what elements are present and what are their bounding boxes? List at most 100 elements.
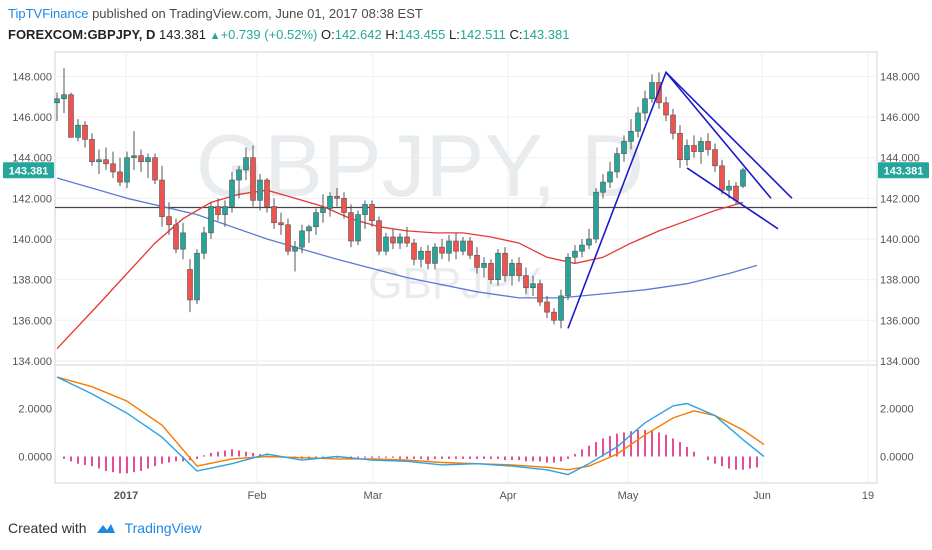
candle-body [229, 179, 235, 207]
symbol-label[interactable]: FOREXCOM:GBPJPY, D [8, 27, 156, 42]
last-price-badge-label: 143.381 [9, 165, 49, 177]
candle [481, 257, 487, 278]
candle [691, 135, 697, 158]
candle-body [628, 130, 634, 142]
candle-body [306, 226, 312, 232]
x-axis[interactable]: 2017 Feb Mar Apr May Jun 19 [114, 490, 874, 502]
candle-body [516, 263, 522, 276]
publisher-name[interactable]: TipTVFinance [8, 6, 89, 21]
candle [166, 202, 172, 235]
open-label: O: [320, 27, 335, 42]
y-tick-label-left: 148.000 [12, 71, 52, 83]
y-tick-label-right: 148.000 [880, 71, 920, 83]
candle [551, 308, 557, 325]
y-tick-label-left: 142.000 [12, 193, 52, 205]
macd-pane[interactable] [54, 364, 878, 484]
high-label: H: [385, 27, 399, 42]
candle [341, 192, 347, 219]
candle [222, 200, 228, 227]
y-tick-label-left: 146.000 [12, 112, 52, 124]
candle-body [677, 132, 683, 161]
candle-body [593, 191, 599, 240]
candle-body [614, 153, 620, 173]
candle-body [488, 263, 494, 280]
candle [138, 149, 144, 172]
candle [348, 204, 354, 248]
candle-body [502, 252, 508, 276]
candle [320, 194, 326, 223]
candle [474, 247, 480, 274]
candle-body [334, 196, 340, 199]
candle-body [425, 250, 431, 264]
y-tick-label-right: 134.000 [880, 356, 920, 368]
candle [82, 121, 88, 148]
candle [173, 218, 179, 254]
trend-line [665, 71, 793, 199]
candle-body [621, 141, 627, 154]
candle-body [579, 244, 585, 252]
x-tick-label: Jun [753, 490, 771, 502]
candle-body [586, 238, 592, 246]
candle-body [82, 124, 88, 140]
candle-body [96, 159, 102, 163]
candle [719, 159, 725, 195]
y-tick-label-left: 140.000 [12, 234, 52, 246]
candle-body [138, 155, 144, 163]
trend-lines[interactable] [567, 70, 793, 329]
candle [663, 96, 669, 122]
candle-body [383, 236, 389, 252]
x-tick-label: May [618, 490, 639, 502]
candle [460, 236, 466, 256]
candle-body [124, 157, 130, 183]
candle [495, 249, 501, 286]
y-tick-label-right: 142.000 [880, 193, 920, 205]
y-axis[interactable]: 134.000 134.000 136.000 136.000 138.000 138.0… [12, 71, 920, 463]
candle-body [558, 295, 564, 321]
candle [299, 224, 305, 254]
candle [488, 259, 494, 284]
tradingview-brand[interactable]: TradingView [124, 520, 202, 536]
candle [537, 279, 543, 307]
candle [635, 106, 641, 138]
candle-body [481, 263, 487, 268]
x-tick-label: Apr [499, 490, 516, 502]
candle-body [68, 94, 74, 138]
candle-body [250, 157, 256, 201]
candle [124, 151, 130, 189]
candle-body [411, 242, 417, 260]
candle-body [530, 283, 536, 289]
candle-body [61, 94, 67, 100]
price-pane[interactable] [54, 51, 878, 366]
candle [593, 188, 599, 244]
candle [117, 157, 123, 187]
candle [607, 161, 613, 189]
candle [194, 249, 200, 305]
y-tick-label-left: 144.000 [12, 153, 52, 165]
candle [250, 145, 256, 207]
watermark-main: GBPJPY, D [196, 116, 644, 215]
close-label: C: [509, 27, 523, 42]
candle-body [54, 98, 60, 104]
candle-body [348, 212, 354, 242]
macd-tick-label-left: 0.0000 [18, 452, 52, 464]
candle-body [285, 224, 291, 252]
candle [264, 178, 270, 213]
candle-body [327, 196, 333, 209]
candle-body [369, 204, 375, 221]
candle [75, 119, 81, 142]
candle [54, 92, 60, 122]
candle [334, 188, 340, 207]
candle-body [537, 283, 543, 303]
candle-body [663, 102, 669, 116]
candle [586, 228, 592, 250]
publish-line: TipTVFinance published on TradingView.co… [8, 6, 423, 21]
last-price-badge-left [3, 162, 54, 179]
candle [558, 289, 564, 329]
candle-body [173, 224, 179, 250]
symbol-line: FOREXCOM:GBPJPY, D 143.381 ▲+0.739 (+0.5… [8, 27, 569, 42]
high-value: 143.455 [398, 27, 446, 42]
candle [579, 238, 585, 258]
candle-body [544, 301, 550, 313]
candle-body [474, 254, 480, 268]
